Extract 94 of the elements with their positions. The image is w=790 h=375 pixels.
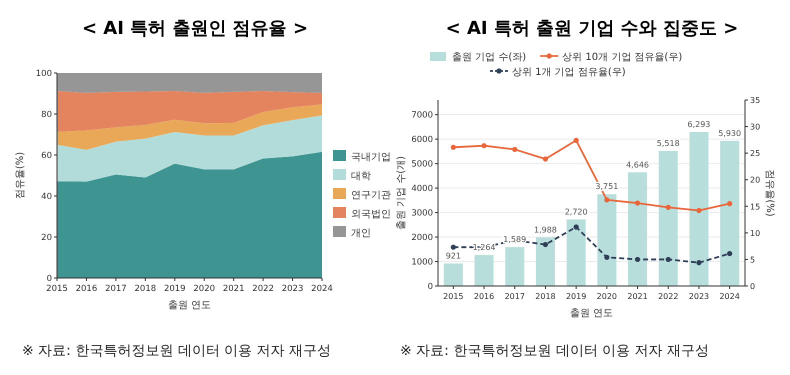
x-tick-label: 2022 <box>658 292 678 301</box>
y2-tick-label: 0 <box>750 282 756 291</box>
point <box>727 201 732 206</box>
legend-label: 국내기업 <box>351 152 391 163</box>
x-tick-label: 2017 <box>504 292 525 301</box>
y-tick-label: 20 <box>41 233 52 243</box>
point <box>481 143 487 148</box>
y-tick-label: 0 <box>428 282 433 292</box>
point <box>634 200 640 206</box>
data-label: 5,518 <box>656 138 680 148</box>
x-tick-label: 2024 <box>719 292 740 301</box>
x-tick-label: 2018 <box>535 292 556 301</box>
point <box>450 244 456 250</box>
y-tick-label: 40 <box>41 192 52 202</box>
point <box>604 254 610 260</box>
x-tick-label: 2020 <box>596 292 618 301</box>
data-label: 921 <box>446 251 461 260</box>
legend-label: 연구기관 <box>351 190 391 201</box>
bar <box>444 263 463 286</box>
point <box>512 146 518 152</box>
point <box>604 197 610 203</box>
y-tick-label: 3000 <box>411 208 433 219</box>
legend-label: 출원 기업 수(좌) <box>452 52 526 63</box>
point <box>574 138 579 143</box>
x-tick-label: 2023 <box>688 292 710 301</box>
legend-label: 대학 <box>351 171 371 182</box>
x-tick-label: 2021 <box>627 292 648 301</box>
legend-label: 외국법인 <box>351 209 391 220</box>
x-axis-title: 출원 연도 <box>570 308 614 319</box>
y-tick-label: 2000 <box>411 233 433 244</box>
x-tick-label: 2019 <box>164 284 186 294</box>
legend-label: 개인 <box>351 228 371 239</box>
point <box>727 250 732 256</box>
y2-tick-label: 20 <box>750 176 760 185</box>
bar <box>536 237 555 286</box>
bar <box>689 132 708 286</box>
y-tick-label: 100 <box>36 69 52 79</box>
x-tick-label: 2017 <box>105 284 127 294</box>
y-tick-label: 80 <box>41 110 52 120</box>
y-tick-label: 5000 <box>411 160 433 170</box>
y-axis-title: 출원 기업 수(개) <box>396 156 407 230</box>
point <box>542 156 548 162</box>
y-tick-label: 1000 <box>411 258 433 268</box>
x-tick-label: 2018 <box>134 284 156 294</box>
bar <box>628 172 648 286</box>
data-label: 2,720 <box>564 207 588 216</box>
bar <box>474 255 494 286</box>
y2-tick-label: 30 <box>750 122 760 132</box>
x-tick-label: 2016 <box>76 284 98 294</box>
chart-title: < AI 특허 출원 기업 수와 집중도 > <box>446 18 738 39</box>
x-tick-label: 2021 <box>222 284 244 294</box>
point <box>450 144 456 150</box>
y-tick-label: 7000 <box>411 110 433 121</box>
bar <box>597 194 616 286</box>
bar <box>658 150 678 286</box>
point <box>666 204 671 210</box>
x-tick-label: 2024 <box>311 284 333 294</box>
y2-tick-label: 5 <box>750 255 756 264</box>
y2-axis-title: 점유율(%) <box>764 169 775 217</box>
x-tick-label: 2022 <box>252 284 274 294</box>
y-tick-label: 6000 <box>411 135 433 146</box>
bar <box>720 140 740 286</box>
point <box>696 260 702 266</box>
point <box>542 242 548 248</box>
y2-tick-label: 35 <box>750 96 760 105</box>
data-label: 5,930 <box>718 128 742 138</box>
x-axis-title: 출원 연도 <box>168 300 212 311</box>
x-tick-label: 2015 <box>443 292 464 301</box>
data-label: 6,293 <box>687 120 710 129</box>
y-tick-label: 0 <box>46 274 52 284</box>
bar <box>566 219 586 286</box>
x-tick-label: 2020 <box>193 284 216 294</box>
legend-label: 상위 10개 기업 점유율(우) <box>562 52 682 63</box>
x-tick-label: 2019 <box>566 292 586 301</box>
data-label: 1,988 <box>534 225 557 234</box>
text: ※ 자료: 한국특허정보원 데이터 이용 저자 재구성 <box>400 343 710 359</box>
point <box>634 256 640 262</box>
y-tick-label: 60 <box>41 151 52 161</box>
y2-tick-label: 25 <box>750 149 760 158</box>
point <box>666 256 671 262</box>
legend-label: 상위 1개 기업 점유율(우) <box>512 67 626 78</box>
chart-title: < AI 특허 출원인 점유율 > <box>82 18 308 39</box>
y-axis-title: 점유율(%) <box>15 152 26 200</box>
y-tick-label: 4000 <box>411 184 433 194</box>
x-tick-label: 2016 <box>474 292 494 301</box>
y2-tick-label: 10 <box>750 228 760 238</box>
x-tick-label: 2023 <box>282 284 304 294</box>
text: ※ 자료: 한국특허정보원 데이터 이용 저자 재구성 <box>22 343 332 359</box>
y2-tick-label: 15 <box>750 202 760 212</box>
point <box>574 224 579 230</box>
point <box>696 208 702 214</box>
x-tick-label: 2015 <box>46 284 68 294</box>
bar <box>505 247 524 286</box>
data-label: 4,646 <box>626 160 650 170</box>
